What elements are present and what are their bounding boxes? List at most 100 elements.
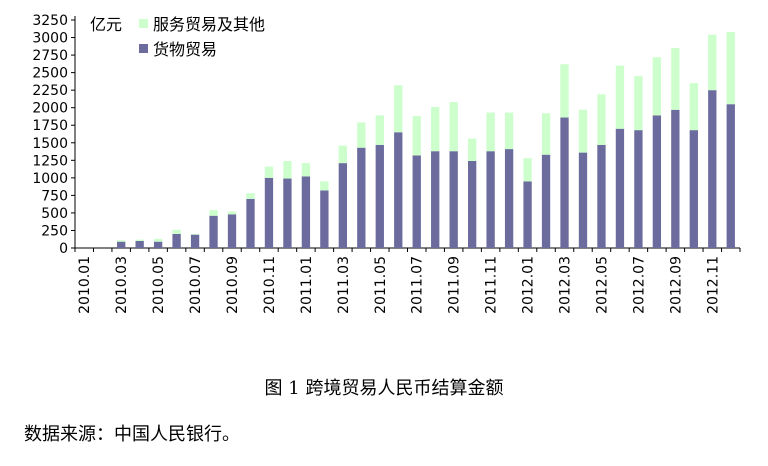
bar-goods: [246, 198, 255, 248]
bars: [117, 31, 735, 249]
bar-services: [153, 238, 163, 242]
bar-goods: [671, 109, 680, 248]
bar-goods: [708, 90, 717, 249]
x-tick-label: 2012.09: [668, 256, 684, 314]
x-axis: 2010.01 2010.03 2010.05 2010.07 2010.09 2010.…: [74, 247, 741, 314]
y-tick-label: 1000: [32, 171, 68, 187]
y-tick-label: 250: [41, 223, 68, 239]
bar-services: [209, 210, 218, 216]
bar-goods: [135, 240, 144, 248]
legend-label-goods: 货物贸易: [153, 40, 217, 59]
bar-services: [523, 158, 532, 182]
x-tick-label: 2012.03: [558, 256, 574, 314]
bar-services: [320, 181, 329, 191]
legend-swatch-services: [139, 19, 148, 28]
bar-services: [301, 163, 311, 177]
x-tick-label: 2010.07: [188, 256, 204, 314]
bar-services: [135, 239, 144, 241]
bar-goods: [264, 177, 274, 248]
bar-services: [671, 48, 680, 110]
bar-goods: [578, 152, 588, 248]
bar-goods: [320, 190, 329, 248]
legend-swatch-goods: [139, 44, 148, 53]
bar-goods: [541, 154, 551, 248]
bar-goods: [375, 144, 384, 248]
x-tick-label: 2011.01: [299, 256, 315, 314]
figure-caption: 图 1 跨境贸易人民币结算金额: [264, 378, 504, 399]
bar-services: [172, 229, 181, 234]
y-tick-label: 2000: [32, 101, 68, 117]
x-tick-label: 2010.05: [151, 256, 167, 314]
bar-goods: [431, 151, 440, 248]
bar-goods: [486, 151, 495, 248]
bar-goods: [190, 234, 200, 248]
bar-services: [283, 161, 292, 179]
bar-goods: [597, 144, 606, 248]
bar-goods: [615, 128, 625, 248]
bar-goods: [301, 176, 311, 248]
bar-goods: [117, 241, 126, 248]
bar-goods: [172, 233, 181, 248]
bar-goods: [726, 104, 735, 248]
bar-services: [578, 109, 588, 153]
x-tick-label: 2011.09: [447, 256, 463, 314]
bar-goods: [523, 181, 532, 248]
x-tick-label: 2011.11: [484, 256, 500, 314]
bar-services: [560, 64, 569, 118]
bar-goods: [283, 178, 292, 248]
y-tick-label: 500: [41, 206, 68, 222]
bar-goods: [412, 155, 421, 248]
bar-goods: [394, 132, 403, 248]
y-tick-label: 3250: [32, 13, 68, 29]
data-source-note: 数据来源：中国人民银行。: [24, 424, 240, 445]
bar-services: [117, 240, 126, 242]
bar-services: [227, 211, 237, 215]
bar-services: [689, 83, 698, 131]
bar-services: [486, 112, 495, 152]
unit-label: 亿元: [90, 15, 122, 34]
x-tick-label: 2012.11: [705, 256, 721, 314]
bar-goods: [689, 130, 698, 248]
y-tick-label: 2250: [32, 83, 68, 99]
bar-services: [597, 94, 606, 145]
y-tick-label: 2750: [32, 48, 68, 64]
x-tick-label: 2012.05: [594, 256, 610, 314]
bar-services: [246, 193, 255, 199]
bar-services: [394, 85, 403, 133]
bar-goods: [560, 117, 569, 248]
bar-services: [541, 113, 551, 155]
y-tick-label: 1750: [32, 118, 68, 134]
bar-goods: [652, 115, 662, 248]
legend: 亿元 服务贸易及其他 货物贸易: [90, 15, 265, 59]
y-tick-label: 2500: [32, 66, 68, 82]
bar-services: [449, 102, 458, 152]
bar-goods: [357, 147, 366, 248]
bar-services: [708, 34, 717, 91]
bar-services: [375, 115, 384, 145]
bar-services: [357, 122, 366, 148]
bar-services: [504, 112, 514, 150]
bar-services: [264, 166, 274, 178]
x-tick-label: 2010.09: [225, 256, 241, 314]
x-tick-label: 2011.03: [336, 256, 352, 314]
bar-goods: [338, 163, 348, 248]
y-tick-label: 0: [59, 241, 68, 257]
y-tick-label: 1250: [32, 153, 68, 169]
bar-services: [467, 138, 477, 162]
bar-goods: [467, 161, 477, 248]
bar-services: [190, 233, 200, 235]
y-tick-label: 1500: [32, 136, 68, 152]
y-tick-label: 750: [41, 188, 68, 204]
x-tick-label: 2011.05: [373, 256, 389, 314]
x-tick-label: 2012.07: [631, 256, 647, 314]
bar-goods: [227, 214, 237, 248]
bar-services: [652, 57, 662, 116]
bar-services: [634, 76, 643, 131]
bar-goods: [209, 215, 218, 248]
x-tick-label: 2010.01: [77, 256, 93, 314]
x-tick-label: 2010.03: [114, 256, 130, 314]
bar-goods: [504, 149, 514, 248]
legend-label-services: 服务贸易及其他: [153, 15, 265, 34]
